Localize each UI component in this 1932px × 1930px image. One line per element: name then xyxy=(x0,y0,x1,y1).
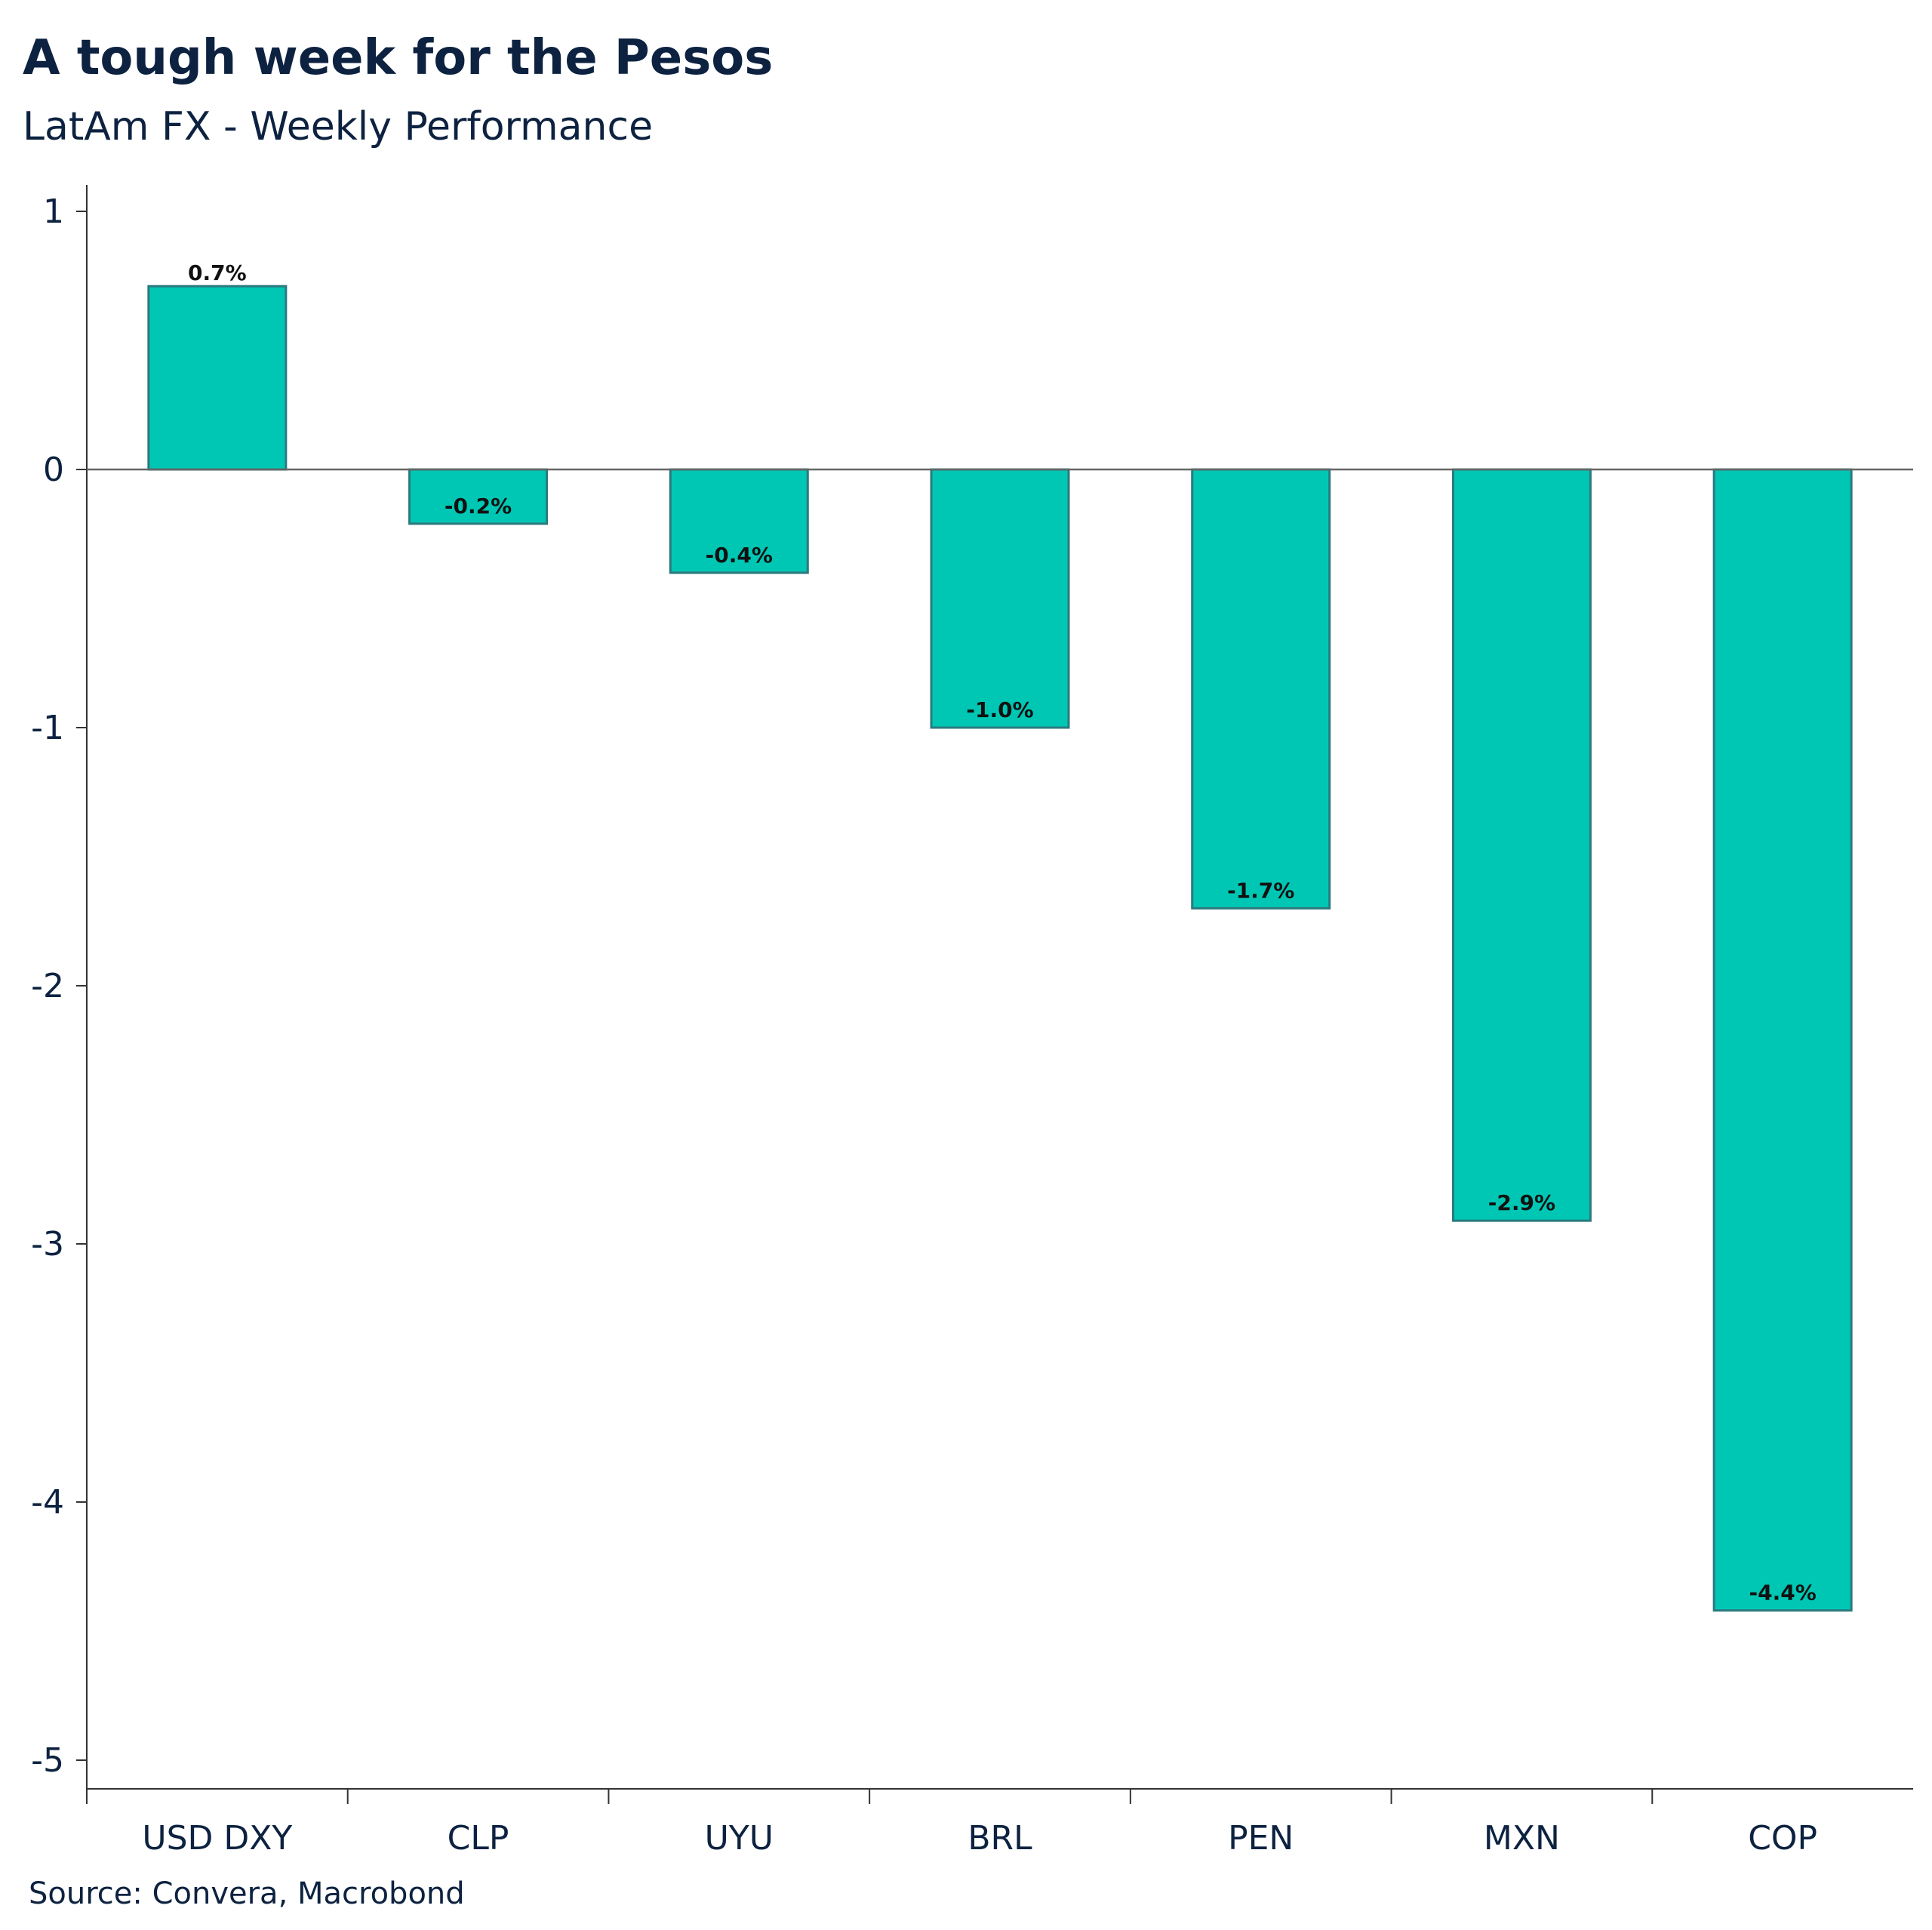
bar-clp xyxy=(408,468,549,525)
bar-cop xyxy=(1712,468,1853,1612)
data-label: -1.0% xyxy=(966,697,1033,722)
bar-pen xyxy=(1191,468,1331,910)
x-tick-label: USD DXY xyxy=(142,1819,292,1858)
data-label: -1.7% xyxy=(1227,878,1294,903)
data-label: 0.7% xyxy=(188,260,247,285)
x-tick-label: COP xyxy=(1748,1819,1817,1858)
plot-area: 1 0 -1 -2 -3 -4 -5 0.7% -0.2% -0.4% -1.0% -1.7% -2.9… xyxy=(31,185,1913,1858)
y-tick-label: 0 xyxy=(43,451,64,489)
x-tick-label: PEN xyxy=(1228,1819,1294,1858)
x-tick-label: BRL xyxy=(968,1819,1032,1858)
bar-mxn xyxy=(1451,468,1592,1222)
data-label: -2.9% xyxy=(1488,1190,1555,1215)
data-label: -0.4% xyxy=(706,543,773,568)
y-tick-label: -5 xyxy=(31,1741,64,1780)
x-tick-label: MXN xyxy=(1484,1819,1560,1858)
y-tick-label: 1 xyxy=(43,192,64,231)
x-tick-label: UYU xyxy=(705,1819,774,1858)
y-tick-label: -1 xyxy=(31,709,64,747)
data-label: -4.4% xyxy=(1749,1581,1817,1605)
x-tick-label: CLP xyxy=(448,1819,509,1858)
chart-subtitle: LatAm FX - Weekly Performance xyxy=(23,104,654,149)
bar-brl xyxy=(930,468,1070,729)
y-tick-label: -4 xyxy=(31,1483,64,1522)
y-tick-label: -3 xyxy=(31,1225,64,1264)
y-tick-label: -2 xyxy=(31,967,64,1005)
chart-title: A tough week for the Pesos xyxy=(23,30,774,86)
data-label: -0.2% xyxy=(445,494,512,519)
bar-usd-dxy xyxy=(147,285,288,471)
source-note: Source: Convera, Macrobond xyxy=(29,1876,465,1911)
